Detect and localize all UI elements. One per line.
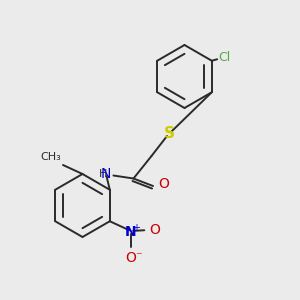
Text: O: O — [125, 251, 136, 265]
Text: +: + — [132, 223, 140, 233]
Text: S: S — [164, 126, 175, 141]
Text: CH₃: CH₃ — [41, 152, 62, 162]
Text: N: N — [125, 225, 136, 239]
Text: ⁻: ⁻ — [135, 250, 142, 263]
Text: O: O — [149, 223, 160, 237]
Text: H: H — [99, 169, 107, 179]
Text: Cl: Cl — [218, 51, 231, 64]
Text: N: N — [100, 167, 111, 181]
Text: O: O — [158, 178, 169, 191]
